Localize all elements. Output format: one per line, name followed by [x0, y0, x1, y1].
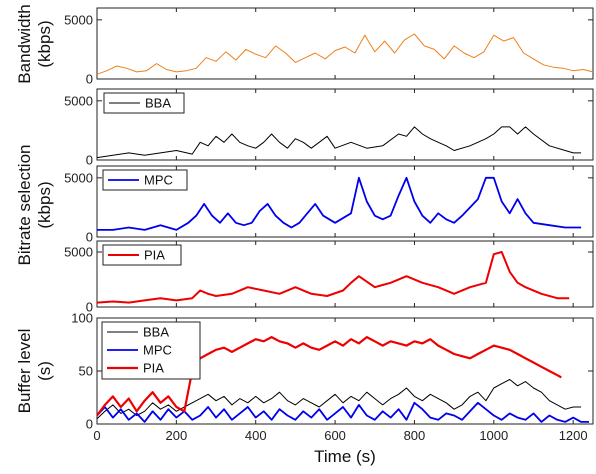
- ytick-label: 100: [71, 311, 93, 326]
- legend-box: [102, 244, 182, 266]
- series-line-mpc: [96, 401, 589, 423]
- ytick-label: 5000: [64, 245, 93, 260]
- ylabel-line: (s): [35, 361, 54, 381]
- ytick-label: 0: [86, 153, 93, 168]
- ylabel-line: (kbps): [35, 20, 54, 67]
- series-line-pia: [96, 251, 570, 304]
- ylabel-bandwidth: Bandwidth(kbps): [15, 4, 54, 83]
- panel-frame-bitrate-pia: [96, 240, 594, 308]
- legend-box: [102, 169, 188, 191]
- ytick-label: 0: [86, 72, 93, 87]
- series-line-bba: [96, 379, 582, 420]
- xtick-label: 200: [166, 428, 188, 443]
- panel-frame-bitrate-bba: [96, 88, 594, 161]
- xtick-label: 400: [245, 428, 267, 443]
- xtick-label: 800: [404, 428, 426, 443]
- legend-label-pia: PIA: [143, 361, 164, 376]
- xtick-label: 1200: [559, 428, 588, 443]
- series-line-mpc: [97, 176, 582, 231]
- legend-label-bba: BBA: [143, 325, 169, 340]
- legend-label-pia: PIA: [144, 248, 165, 263]
- series-line-bba: [96, 126, 582, 159]
- legend-label-bba: BBA: [145, 96, 171, 111]
- ylabel-line: Bandwidth: [15, 4, 34, 83]
- ytick-label: 5000: [64, 170, 93, 185]
- panel-frame-bandwidth: [96, 7, 594, 80]
- ytick-label: 5000: [64, 93, 93, 108]
- legend-label-mpc: MPC: [143, 343, 172, 358]
- ytick-label: 0: [86, 417, 93, 432]
- ytick-label: 0: [86, 230, 93, 245]
- xtick-label: 0: [93, 428, 100, 443]
- ytick-label: 0: [86, 300, 93, 315]
- series-line-bandwidth: [96, 33, 594, 75]
- series-line-pia: [96, 336, 562, 417]
- legend-label-mpc: MPC: [144, 173, 173, 188]
- xtick-label: 600: [324, 428, 346, 443]
- ylabel-line: Buffer level: [15, 329, 34, 414]
- xlabel: Time (s): [314, 447, 376, 466]
- ylabel-buffer-level: Buffer level(s): [15, 329, 54, 414]
- xtick-label: 1000: [479, 428, 508, 443]
- ytick-label: 50: [79, 364, 93, 379]
- ylabel-line: Bitrate selection: [15, 145, 34, 266]
- legend-box: [103, 92, 185, 114]
- panel-frame-bitrate-mpc: [96, 165, 594, 238]
- ytick-label: 5000: [64, 12, 93, 27]
- ylabel-bitrate-mpc: Bitrate selection(kbps): [15, 145, 54, 266]
- ylabel-line: (kbps): [35, 181, 54, 228]
